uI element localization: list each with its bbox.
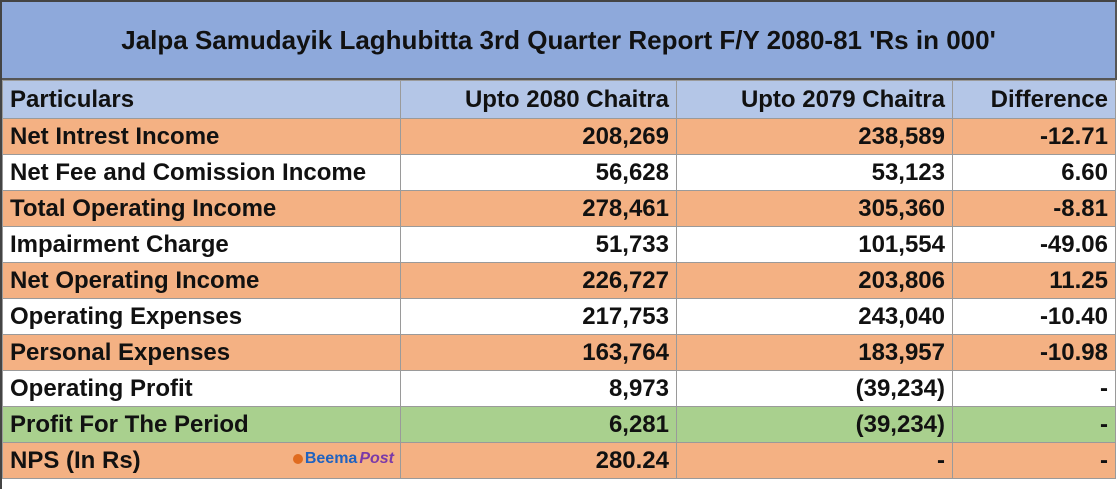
row-value-2080: 6,281 (400, 406, 677, 443)
beemapost-logo: Beema Post (292, 450, 394, 468)
row-label: NPS (In Rs) (10, 446, 141, 474)
table-row: Total Operating Income 278,461 305,360 -… (2, 190, 1116, 227)
header-upto-2079: Upto 2079 Chaitra (676, 80, 953, 119)
row-value-2080: 56,628 (400, 154, 677, 191)
row-value-2079: (39,234) (676, 370, 953, 407)
row-value-2080: 278,461 (400, 190, 677, 227)
row-label-cell: NPS (In Rs) Beema Post (2, 442, 401, 479)
table-row: Profit For The Period 6,281 (39,234) - (2, 406, 1116, 443)
table-row: NPS (In Rs) Beema Post 280.24 - - (2, 442, 1116, 479)
row-value-2080: 208,269 (400, 118, 677, 155)
row-value-2079: 238,589 (676, 118, 953, 155)
row-value-2079: 101,554 (676, 226, 953, 263)
row-difference: -8.81 (952, 190, 1116, 227)
row-difference: - (952, 442, 1116, 479)
table-row: Net Intrest Income 208,269 238,589 -12.7… (2, 118, 1116, 155)
row-label: Operating Profit (2, 370, 401, 407)
row-value-2079: 183,957 (676, 334, 953, 371)
row-value-2080: 163,764 (400, 334, 677, 371)
row-label: Impairment Charge (2, 226, 401, 263)
report-table: Particulars Upto 2080 Chaitra Upto 2079 … (2, 80, 1116, 479)
row-value-2079: 53,123 (676, 154, 953, 191)
row-value-2080: 51,733 (400, 226, 677, 263)
row-value-2079: 203,806 (676, 262, 953, 299)
header-difference: Difference (952, 80, 1116, 119)
table-row: Net Fee and Comission Income 56,628 53,1… (2, 154, 1116, 191)
table-row: Operating Profit 8,973 (39,234) - (2, 370, 1116, 407)
row-difference: -12.71 (952, 118, 1116, 155)
row-value-2080: 8,973 (400, 370, 677, 407)
row-value-2079: - (676, 442, 953, 479)
row-difference: -10.40 (952, 298, 1116, 335)
row-difference: -49.06 (952, 226, 1116, 263)
header-particulars: Particulars (2, 80, 401, 119)
row-value-2080: 280.24 (400, 442, 677, 479)
logo-text-beema: Beema (304, 450, 358, 467)
row-label: Total Operating Income (2, 190, 401, 227)
logo-text-post: Post (359, 450, 394, 467)
row-value-2079: (39,234) (676, 406, 953, 443)
row-label: Operating Expenses (2, 298, 401, 335)
row-value-2079: 305,360 (676, 190, 953, 227)
row-label: Net Intrest Income (2, 118, 401, 155)
row-difference: - (952, 370, 1116, 407)
row-label: Personal Expenses (2, 334, 401, 371)
row-difference: - (952, 406, 1116, 443)
row-value-2079: 243,040 (676, 298, 953, 335)
table-row: Operating Expenses 217,753 243,040 -10.4… (2, 298, 1116, 335)
report-title: Jalpa Samudayik Laghubitta 3rd Quarter R… (2, 2, 1117, 80)
row-label: Profit For The Period (2, 406, 401, 443)
row-difference: -10.98 (952, 334, 1116, 371)
row-difference: 11.25 (952, 262, 1116, 299)
table-row: Impairment Charge 51,733 101,554 -49.06 (2, 226, 1116, 263)
row-label: Net Operating Income (2, 262, 401, 299)
header-row: Particulars Upto 2080 Chaitra Upto 2079 … (2, 80, 1116, 119)
row-difference: 6.60 (952, 154, 1116, 191)
row-value-2080: 217,753 (400, 298, 677, 335)
row-label: Net Fee and Comission Income (2, 154, 401, 191)
table-row: Net Operating Income 226,727 203,806 11.… (2, 262, 1116, 299)
logo-dot-icon (292, 454, 303, 464)
row-value-2080: 226,727 (400, 262, 677, 299)
table-row: Personal Expenses 163,764 183,957 -10.98 (2, 334, 1116, 371)
header-upto-2080: Upto 2080 Chaitra (400, 80, 677, 119)
